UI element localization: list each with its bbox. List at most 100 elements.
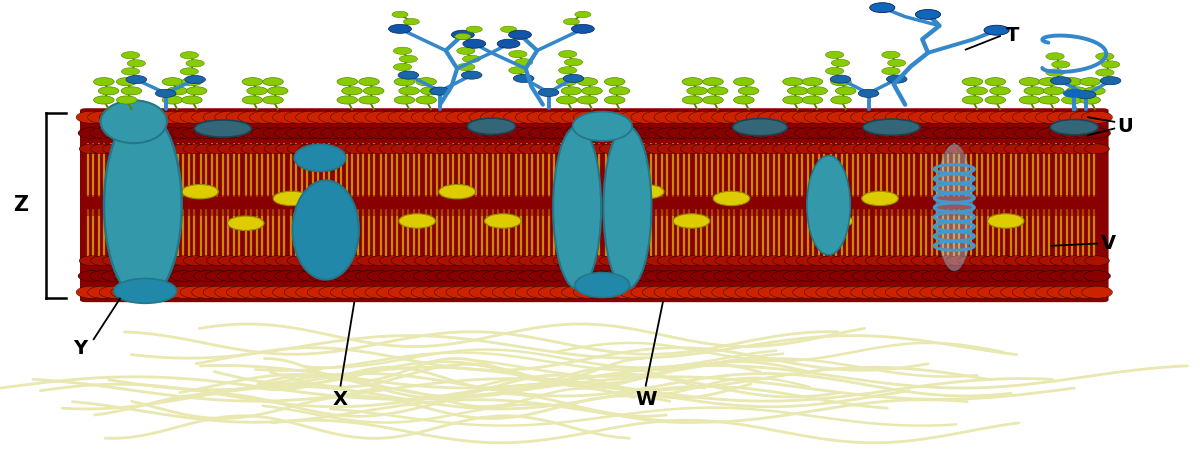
Circle shape [181, 78, 202, 86]
Circle shape [319, 286, 349, 299]
Circle shape [1037, 128, 1064, 138]
Circle shape [708, 87, 728, 95]
Circle shape [703, 144, 728, 154]
Circle shape [205, 271, 232, 281]
Circle shape [344, 128, 371, 138]
Circle shape [806, 128, 833, 138]
Circle shape [888, 144, 913, 154]
Circle shape [402, 128, 428, 138]
Circle shape [184, 144, 208, 154]
Circle shape [565, 144, 589, 154]
Circle shape [127, 60, 145, 67]
Ellipse shape [863, 119, 920, 135]
Circle shape [817, 128, 845, 138]
Circle shape [1026, 128, 1052, 138]
Circle shape [390, 271, 418, 281]
Circle shape [605, 78, 625, 86]
Circle shape [911, 256, 936, 266]
Circle shape [517, 128, 545, 138]
Circle shape [311, 144, 335, 154]
Circle shape [79, 256, 104, 266]
Circle shape [644, 128, 671, 138]
Circle shape [853, 144, 878, 154]
Circle shape [228, 216, 264, 230]
Circle shape [738, 256, 763, 266]
Circle shape [334, 144, 358, 154]
Circle shape [558, 51, 577, 58]
Circle shape [644, 271, 671, 281]
Circle shape [830, 78, 851, 86]
Circle shape [829, 128, 857, 138]
Circle shape [564, 59, 583, 66]
Circle shape [252, 144, 277, 154]
Circle shape [1062, 144, 1086, 154]
Circle shape [962, 96, 983, 104]
Circle shape [877, 256, 901, 266]
Circle shape [157, 111, 188, 123]
Circle shape [470, 271, 498, 281]
Circle shape [934, 271, 960, 281]
Circle shape [378, 128, 406, 138]
Circle shape [558, 67, 577, 74]
Circle shape [168, 286, 199, 299]
Circle shape [422, 111, 454, 123]
Circle shape [746, 286, 778, 299]
Circle shape [403, 18, 420, 25]
Circle shape [497, 39, 520, 48]
Ellipse shape [104, 110, 181, 300]
Circle shape [79, 144, 104, 154]
Circle shape [806, 87, 828, 95]
Circle shape [392, 11, 408, 18]
Circle shape [550, 111, 581, 123]
Circle shape [1049, 128, 1076, 138]
Circle shape [264, 144, 289, 154]
Circle shape [496, 256, 520, 266]
Circle shape [276, 256, 300, 266]
Circle shape [90, 271, 116, 281]
Circle shape [344, 256, 370, 266]
Circle shape [562, 286, 593, 299]
Circle shape [356, 256, 382, 266]
Circle shape [668, 144, 694, 154]
Circle shape [262, 111, 292, 123]
Circle shape [78, 271, 104, 281]
Circle shape [470, 128, 498, 138]
Circle shape [136, 128, 163, 138]
Circle shape [437, 128, 463, 138]
Circle shape [529, 271, 556, 281]
Circle shape [858, 89, 878, 97]
Circle shape [808, 144, 832, 154]
Circle shape [449, 144, 474, 154]
Ellipse shape [604, 126, 652, 289]
Circle shape [162, 78, 182, 86]
Circle shape [284, 286, 314, 299]
Circle shape [539, 286, 569, 299]
Circle shape [726, 144, 751, 154]
Circle shape [956, 128, 984, 138]
Circle shape [968, 271, 995, 281]
Circle shape [864, 128, 890, 138]
Circle shape [162, 96, 182, 104]
Circle shape [985, 78, 1006, 86]
Circle shape [758, 286, 788, 299]
Circle shape [389, 24, 412, 33]
Circle shape [412, 111, 442, 123]
Circle shape [796, 256, 821, 266]
Circle shape [970, 144, 994, 154]
Circle shape [342, 286, 373, 299]
Circle shape [469, 286, 500, 299]
Circle shape [484, 144, 509, 154]
Circle shape [734, 286, 766, 299]
Circle shape [563, 74, 583, 83]
Circle shape [968, 128, 995, 138]
Circle shape [611, 256, 636, 266]
Circle shape [607, 111, 638, 123]
Circle shape [1062, 256, 1086, 266]
Circle shape [1081, 286, 1112, 299]
Circle shape [391, 144, 416, 154]
Circle shape [194, 256, 220, 266]
Circle shape [1085, 144, 1110, 154]
Circle shape [1027, 144, 1051, 154]
Circle shape [758, 111, 788, 123]
Circle shape [438, 144, 462, 154]
